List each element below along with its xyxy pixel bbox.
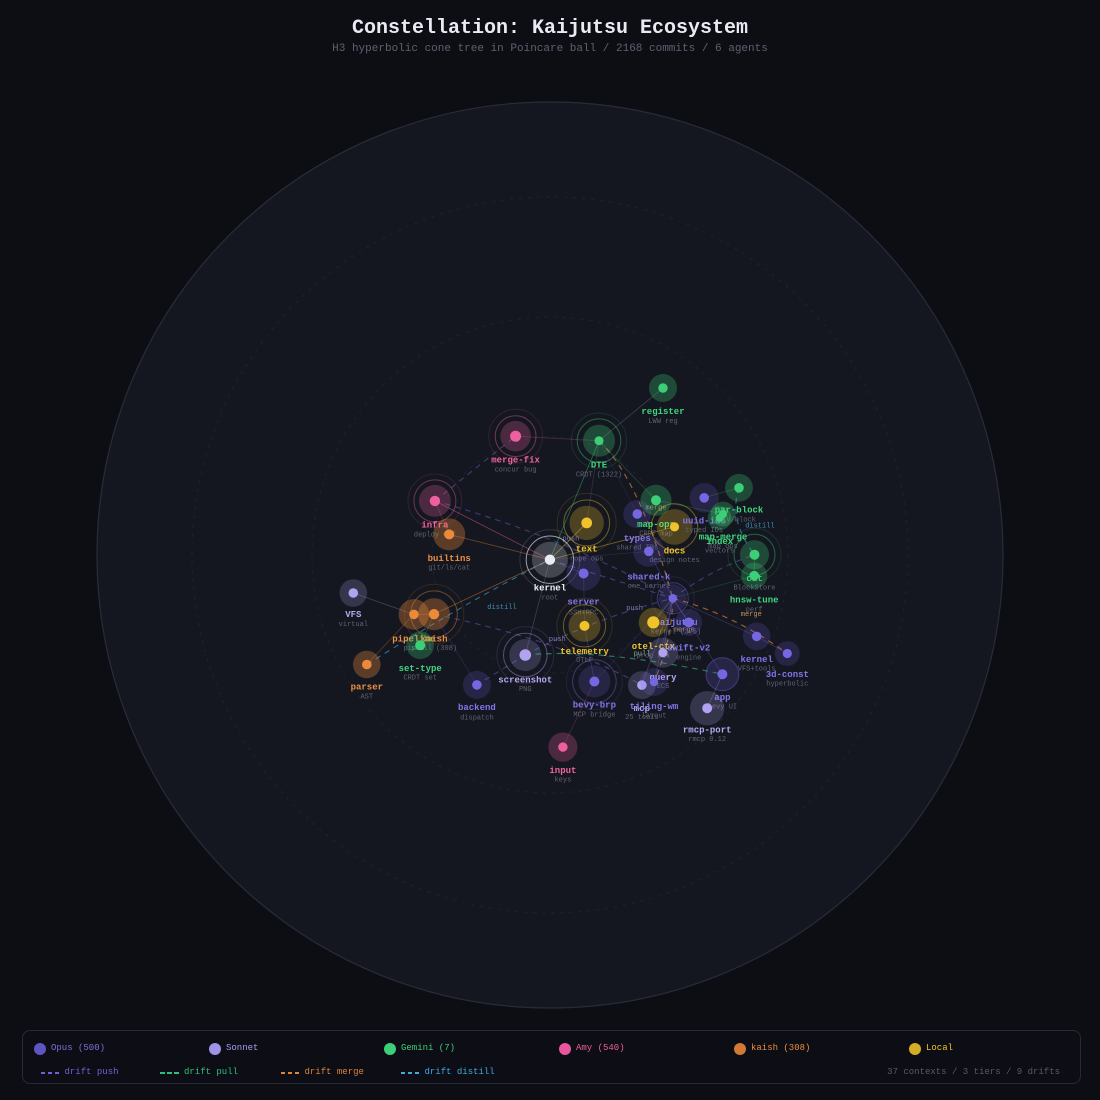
svg-text:25 tools: 25 tools (625, 714, 659, 722)
svg-text:bevy-brp: bevy-brp (573, 701, 616, 711)
svg-text:engine: engine (676, 654, 701, 662)
svg-text:root: root (541, 595, 558, 603)
svg-text:virtual: virtual (339, 621, 368, 629)
svg-text:distill: distill (487, 604, 516, 612)
svg-text:keys: keys (554, 777, 571, 785)
svg-text:text: text (576, 545, 598, 555)
svg-text:shell (308): shell (308) (411, 645, 457, 653)
svg-text:3d-const: 3d-const (766, 670, 809, 680)
svg-text:merge: merge (741, 611, 762, 619)
svg-text:par-block: par-block (715, 506, 764, 516)
svg-text:push: push (626, 605, 643, 613)
svg-text:push: push (549, 636, 566, 644)
svg-text:DTE: DTE (591, 461, 608, 471)
svg-text:app: app (714, 693, 730, 703)
svg-text:CRDT set: CRDT set (403, 675, 437, 683)
svg-text:layout: layout (641, 712, 666, 720)
svg-text:kaish: kaish (420, 635, 447, 645)
svg-text:kernel: kernel (740, 655, 773, 665)
svg-text:input: input (549, 766, 576, 776)
svg-text:AST: AST (360, 694, 373, 702)
svg-text:PNG: PNG (519, 686, 532, 694)
svg-text:merge: merge (674, 626, 695, 634)
svg-text:kaijutsu: kaijutsu (654, 618, 697, 628)
svg-text:tiling-wm: tiling-wm (630, 702, 679, 712)
svg-text:merge: merge (645, 505, 666, 513)
svg-text:CRDT (1322): CRDT (1322) (576, 472, 622, 480)
svg-text:mcp: mcp (634, 704, 650, 714)
svg-text:rope ops: rope ops (570, 556, 604, 564)
svg-text:map ops: map ops (708, 543, 737, 551)
svg-text:bevy UI: bevy UI (708, 704, 737, 712)
svg-text:KV/block: KV/block (722, 517, 756, 525)
svg-text:perf: perf (746, 607, 763, 615)
svg-text:design notes: design notes (649, 557, 699, 565)
svg-text:CRDT map: CRDT map (639, 531, 673, 539)
svg-text:swift-v2: swift-v2 (667, 644, 710, 654)
svg-text:VFS+tools: VFS+tools (738, 666, 776, 674)
svg-text:otel-ctx: otel-ctx (632, 642, 676, 652)
svg-text:merge-fix: merge-fix (491, 456, 540, 466)
svg-text:LWW reg: LWW reg (648, 418, 677, 426)
svg-text:pipeline: pipeline (392, 635, 435, 645)
svg-text:docs: docs (664, 546, 686, 556)
svg-text:uuid-ids: uuid-ids (683, 516, 726, 526)
svg-text:SSH+RPC: SSH+RPC (569, 610, 598, 618)
svg-text:push: push (562, 536, 579, 544)
svg-text:BlockStore: BlockStore (733, 584, 775, 592)
svg-text:rmcp-port: rmcp-port (683, 726, 732, 736)
svg-text:server: server (567, 598, 599, 608)
svg-text:set-type: set-type (399, 664, 442, 674)
svg-text:typed IDs: typed IDs (685, 527, 723, 535)
svg-text:shared TBs: shared TBs (616, 544, 658, 552)
svg-text:OTLP: OTLP (576, 657, 593, 665)
svg-text:kernel: kernel (534, 584, 567, 594)
svg-text:register: register (641, 407, 684, 417)
svg-text:shared-k: shared-k (627, 573, 671, 583)
svg-text:one kernel: one kernel (628, 583, 670, 591)
svg-text:pipes: pipes (403, 645, 424, 653)
svg-text:rmcp 0.12: rmcp 0.12 (688, 736, 726, 744)
svg-text:index: index (706, 537, 734, 547)
svg-text:infra: infra (421, 521, 449, 531)
svg-text:map-merge: map-merge (699, 532, 748, 542)
svg-text:query: query (649, 673, 677, 683)
svg-text:vectors: vectors (705, 548, 734, 556)
svg-text:deploy CLI: deploy CLI (414, 531, 456, 539)
svg-text:kernel (375): kernel (375) (651, 628, 701, 636)
svg-text:parser: parser (351, 683, 383, 693)
svg-text:map-ops: map-ops (637, 520, 675, 530)
svg-text:distill: distill (745, 522, 774, 530)
svg-text:git/ls/cat: git/ls/cat (428, 564, 470, 572)
svg-text:prop ctx: prop ctx (636, 652, 670, 660)
svg-text:hyperbolic: hyperbolic (766, 681, 808, 689)
svg-text:types: types (624, 534, 651, 544)
svg-text:dispatch: dispatch (460, 715, 494, 723)
svg-text:backend: backend (458, 703, 496, 713)
svg-text:VFS: VFS (345, 610, 362, 620)
svg-text:telemetry: telemetry (560, 647, 609, 657)
svg-text:ECS: ECS (657, 683, 670, 691)
svg-text:screenshot: screenshot (498, 676, 552, 686)
svg-text:MCP bridge: MCP bridge (573, 712, 615, 720)
svg-text:pull: pull (634, 651, 651, 659)
svg-text:concur bug: concur bug (495, 467, 537, 475)
svg-text:builtins: builtins (428, 554, 471, 564)
svg-text:hnsw-tune: hnsw-tune (730, 596, 779, 606)
